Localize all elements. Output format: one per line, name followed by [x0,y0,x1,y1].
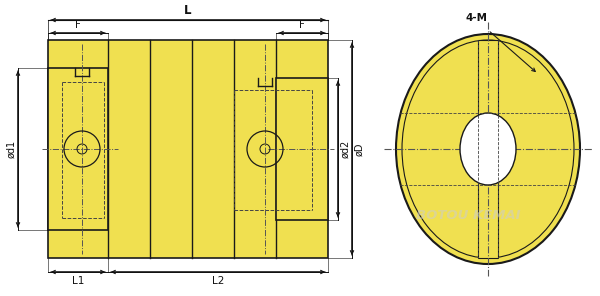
Text: L: L [184,4,192,17]
Text: øD: øD [354,142,364,156]
Ellipse shape [402,40,574,258]
Text: ød1: ød1 [6,140,16,158]
Ellipse shape [396,34,580,264]
Text: BOTOU KEMAI: BOTOU KEMAI [416,208,520,221]
Text: F: F [75,20,81,30]
Text: ød2: ød2 [340,140,350,158]
Text: F: F [299,20,305,30]
Bar [478,40,498,258]
Bar [276,78,328,220]
Text: L2: L2 [212,276,224,286]
Ellipse shape [460,113,516,185]
Bar [48,68,108,230]
Text: 4-M: 4-M [465,13,487,23]
Bar [48,40,328,258]
Text: L1: L1 [72,276,84,286]
